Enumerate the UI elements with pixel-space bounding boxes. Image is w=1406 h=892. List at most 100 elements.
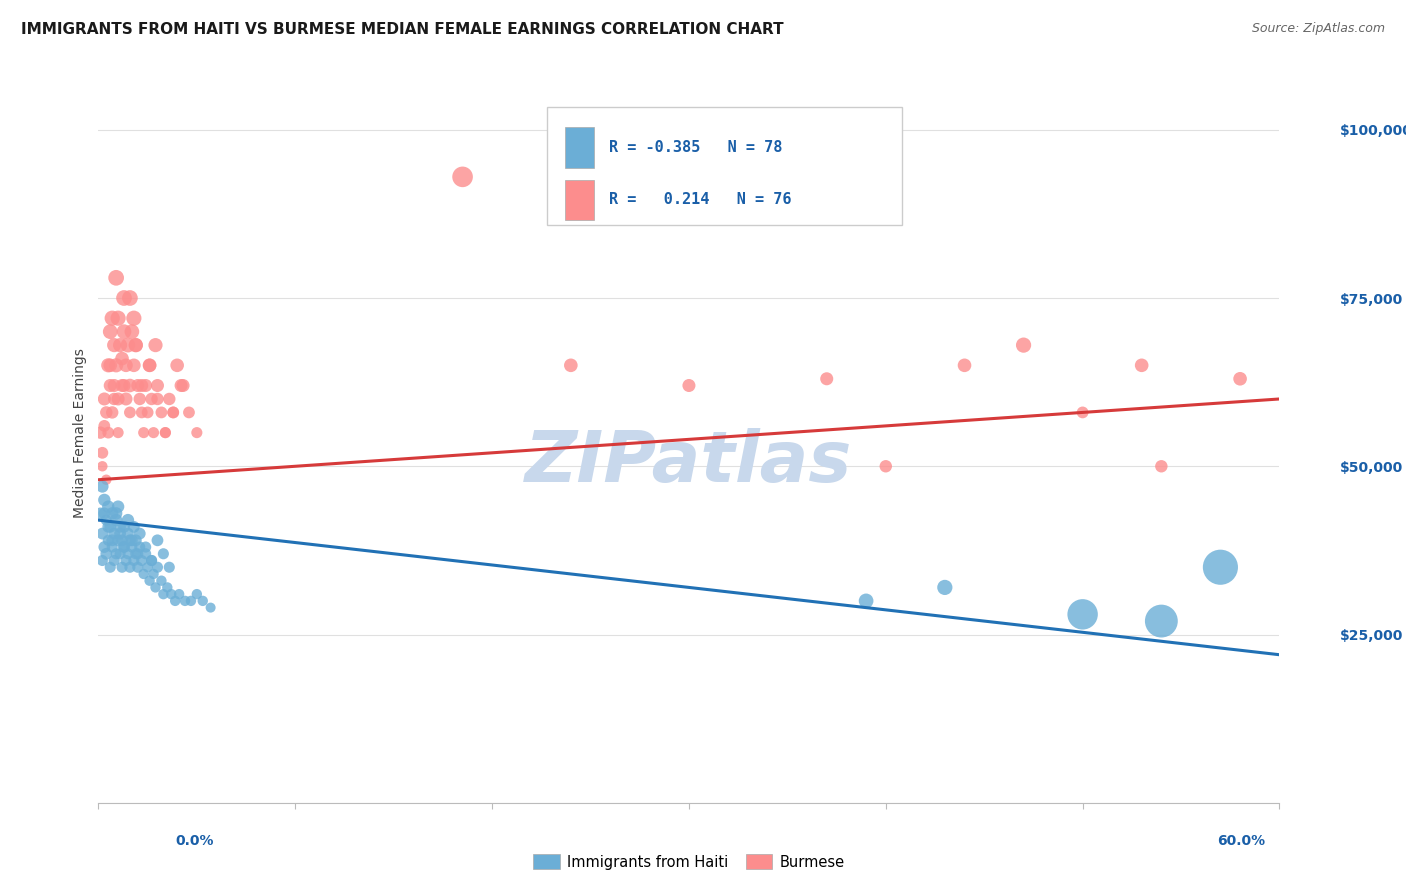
Point (191, 594, 214, 608)
Point (101, 405, 124, 419)
Point (796, 203, 818, 218)
Point (128, 540, 150, 554)
Point (118, 291, 141, 305)
Point (112, 520, 135, 534)
Point (91, 479, 114, 493)
Point (103, 338, 125, 352)
Point (125, 533, 148, 548)
Point (108, 520, 131, 534)
Text: IMMIGRANTS FROM HAITI VS BURMESE MEDIAN FEMALE EARNINGS CORRELATION CHART: IMMIGRANTS FROM HAITI VS BURMESE MEDIAN … (21, 22, 783, 37)
Point (93, 540, 115, 554)
Point (118, 560, 141, 574)
Point (135, 540, 157, 554)
Point (93, 492, 115, 507)
Point (108, 338, 131, 352)
Point (200, 600, 222, 615)
Point (105, 513, 128, 527)
Point (107, 500, 129, 514)
Point (112, 291, 135, 305)
Point (155, 425, 177, 440)
Point (131, 378, 153, 392)
Text: R = -0.385   N = 78: R = -0.385 N = 78 (609, 140, 782, 155)
Point (180, 594, 202, 608)
Point (451, 169, 474, 184)
Point (1150, 614, 1173, 628)
Point (135, 547, 157, 561)
Point (934, 581, 956, 595)
Point (97, 425, 120, 440)
Point (128, 392, 150, 406)
Point (111, 560, 134, 574)
Point (115, 359, 138, 373)
Point (135, 378, 157, 392)
Point (141, 553, 163, 567)
Point (112, 540, 135, 554)
Text: 60.0%: 60.0% (1218, 834, 1265, 848)
Point (560, 359, 582, 373)
Point (117, 547, 139, 561)
Point (1229, 372, 1251, 386)
Point (136, 560, 159, 574)
Point (156, 581, 179, 595)
Point (146, 378, 169, 392)
Point (138, 574, 160, 588)
Point (105, 270, 128, 285)
Point (150, 574, 173, 588)
Point (157, 560, 180, 574)
Point (97, 500, 120, 514)
Point (127, 547, 149, 561)
Point (96, 473, 118, 487)
Point (165, 594, 187, 608)
Point (107, 392, 129, 406)
Point (103, 553, 125, 567)
Point (128, 526, 150, 541)
Point (186, 587, 208, 601)
Point (103, 378, 125, 392)
Point (96, 513, 118, 527)
Point (138, 359, 160, 373)
Point (98, 520, 121, 534)
Point (96, 405, 118, 419)
Point (132, 425, 155, 440)
Point (96, 547, 118, 561)
Point (145, 338, 167, 352)
Point (174, 594, 197, 608)
Point (146, 392, 169, 406)
Point (141, 392, 163, 406)
FancyBboxPatch shape (565, 128, 595, 169)
Point (118, 405, 141, 419)
Point (91, 446, 114, 460)
Point (121, 533, 143, 548)
Point (167, 587, 190, 601)
Point (118, 378, 141, 392)
Point (1209, 560, 1232, 574)
Point (855, 594, 877, 608)
Point (111, 378, 134, 392)
Point (121, 325, 143, 339)
Point (157, 392, 180, 406)
Point (117, 338, 139, 352)
Point (142, 425, 165, 440)
Point (115, 392, 138, 406)
Point (93, 392, 115, 406)
Point (117, 526, 139, 541)
FancyBboxPatch shape (547, 107, 901, 226)
Point (105, 359, 128, 373)
Point (105, 507, 128, 521)
Point (146, 560, 169, 574)
Point (101, 311, 124, 326)
Point (122, 311, 145, 326)
Text: R =   0.214   N = 76: R = 0.214 N = 76 (609, 193, 792, 208)
Point (678, 378, 700, 392)
Point (103, 392, 125, 406)
Point (177, 405, 200, 419)
Text: 0.0%: 0.0% (176, 834, 214, 848)
Point (108, 526, 131, 541)
Point (91, 459, 114, 474)
Point (170, 378, 193, 392)
Point (91, 526, 114, 541)
FancyBboxPatch shape (565, 179, 595, 220)
Point (127, 378, 149, 392)
Point (953, 359, 976, 373)
Point (155, 425, 177, 440)
